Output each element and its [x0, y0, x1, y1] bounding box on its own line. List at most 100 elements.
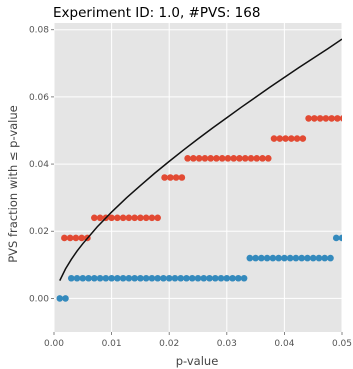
data-point [171, 274, 179, 282]
data-point [160, 274, 167, 282]
data-point [235, 274, 242, 282]
data-point [229, 274, 236, 282]
data-point [321, 254, 329, 262]
data-point [137, 214, 144, 222]
data-point [258, 254, 265, 262]
data-marks [56, 38, 342, 302]
data-point [311, 115, 318, 122]
data-point [108, 214, 115, 222]
data-point [269, 254, 277, 262]
data-point [281, 254, 288, 262]
data-point [200, 274, 208, 282]
data-point [178, 174, 186, 181]
data-point [91, 214, 98, 222]
data-point [299, 135, 307, 142]
x-tick-label: 0.02 [159, 339, 179, 349]
plot-area [54, 23, 342, 332]
x-axis-label: p-value [176, 354, 219, 368]
data-point [194, 274, 202, 282]
data-point [188, 274, 196, 282]
data-point [217, 274, 225, 282]
y-tick-label: 0.02 [29, 227, 49, 237]
x-tick-label: 0.03 [217, 339, 237, 349]
data-point [223, 274, 231, 282]
data-point [56, 295, 64, 302]
axis-ticks: 0.00 0.01 0.02 0.03 0.04 0.05 0.00 0.02 0.04 0.06… [29, 26, 352, 349]
data-point [240, 274, 248, 282]
data-point [328, 115, 335, 122]
data-point [292, 254, 300, 262]
data-point [276, 135, 284, 142]
data-point [131, 214, 138, 222]
data-point [327, 254, 334, 262]
data-point [246, 254, 254, 262]
data-point [96, 274, 104, 282]
data-point [304, 254, 311, 262]
data-point [167, 174, 174, 181]
data-point [79, 274, 87, 282]
data-point [218, 155, 226, 162]
x-tick-label: 0.01 [102, 339, 122, 349]
scatter-series-1 [61, 115, 342, 242]
data-point [195, 155, 203, 162]
data-point [259, 155, 266, 162]
y-tick-label: 0.04 [29, 160, 49, 170]
data-point [224, 155, 232, 162]
data-point [177, 274, 185, 282]
data-point [339, 115, 342, 122]
data-point [183, 274, 190, 282]
data-point [154, 274, 161, 282]
data-point [263, 254, 271, 262]
data-point [338, 234, 342, 242]
data-point [78, 234, 85, 242]
data-point [206, 274, 213, 282]
data-point [270, 135, 278, 142]
data-point [241, 155, 249, 162]
data-point [154, 214, 161, 222]
data-point [213, 155, 220, 162]
data-point [142, 214, 150, 222]
data-point [332, 234, 340, 242]
data-point [119, 274, 127, 282]
data-point [207, 155, 214, 162]
data-point [102, 274, 110, 282]
chart-title: Experiment ID: 1.0, #PVS: 168 [53, 5, 260, 21]
data-point [161, 174, 168, 181]
data-point [125, 274, 133, 282]
data-point [253, 155, 261, 162]
data-point [125, 214, 133, 222]
y-tick-label: 0.06 [29, 93, 49, 103]
data-point [73, 274, 81, 282]
data-point [114, 274, 121, 282]
data-point [190, 155, 197, 162]
data-point [322, 115, 330, 122]
data-point [108, 274, 115, 282]
data-point [165, 274, 173, 282]
data-point [286, 254, 294, 262]
y-tick-label: 0.08 [29, 26, 49, 36]
data-point [148, 214, 156, 222]
data-point [142, 274, 150, 282]
data-point [247, 155, 255, 162]
data-point [66, 234, 74, 242]
data-point [334, 115, 341, 122]
data-point [298, 254, 305, 262]
data-point [230, 155, 238, 162]
data-point [114, 214, 121, 222]
data-point [315, 254, 323, 262]
data-point [184, 155, 191, 162]
data-point [293, 135, 301, 142]
data-point [62, 295, 69, 302]
data-point [67, 274, 75, 282]
data-point [316, 115, 324, 122]
data-point [119, 214, 127, 222]
x-tick-label: 0.04 [274, 339, 294, 349]
data-point [282, 135, 289, 142]
x-tick-label: 0.05 [332, 339, 352, 349]
data-point [131, 274, 138, 282]
scatter-series-0 [56, 234, 342, 302]
data-point [288, 135, 295, 142]
data-point [211, 274, 219, 282]
